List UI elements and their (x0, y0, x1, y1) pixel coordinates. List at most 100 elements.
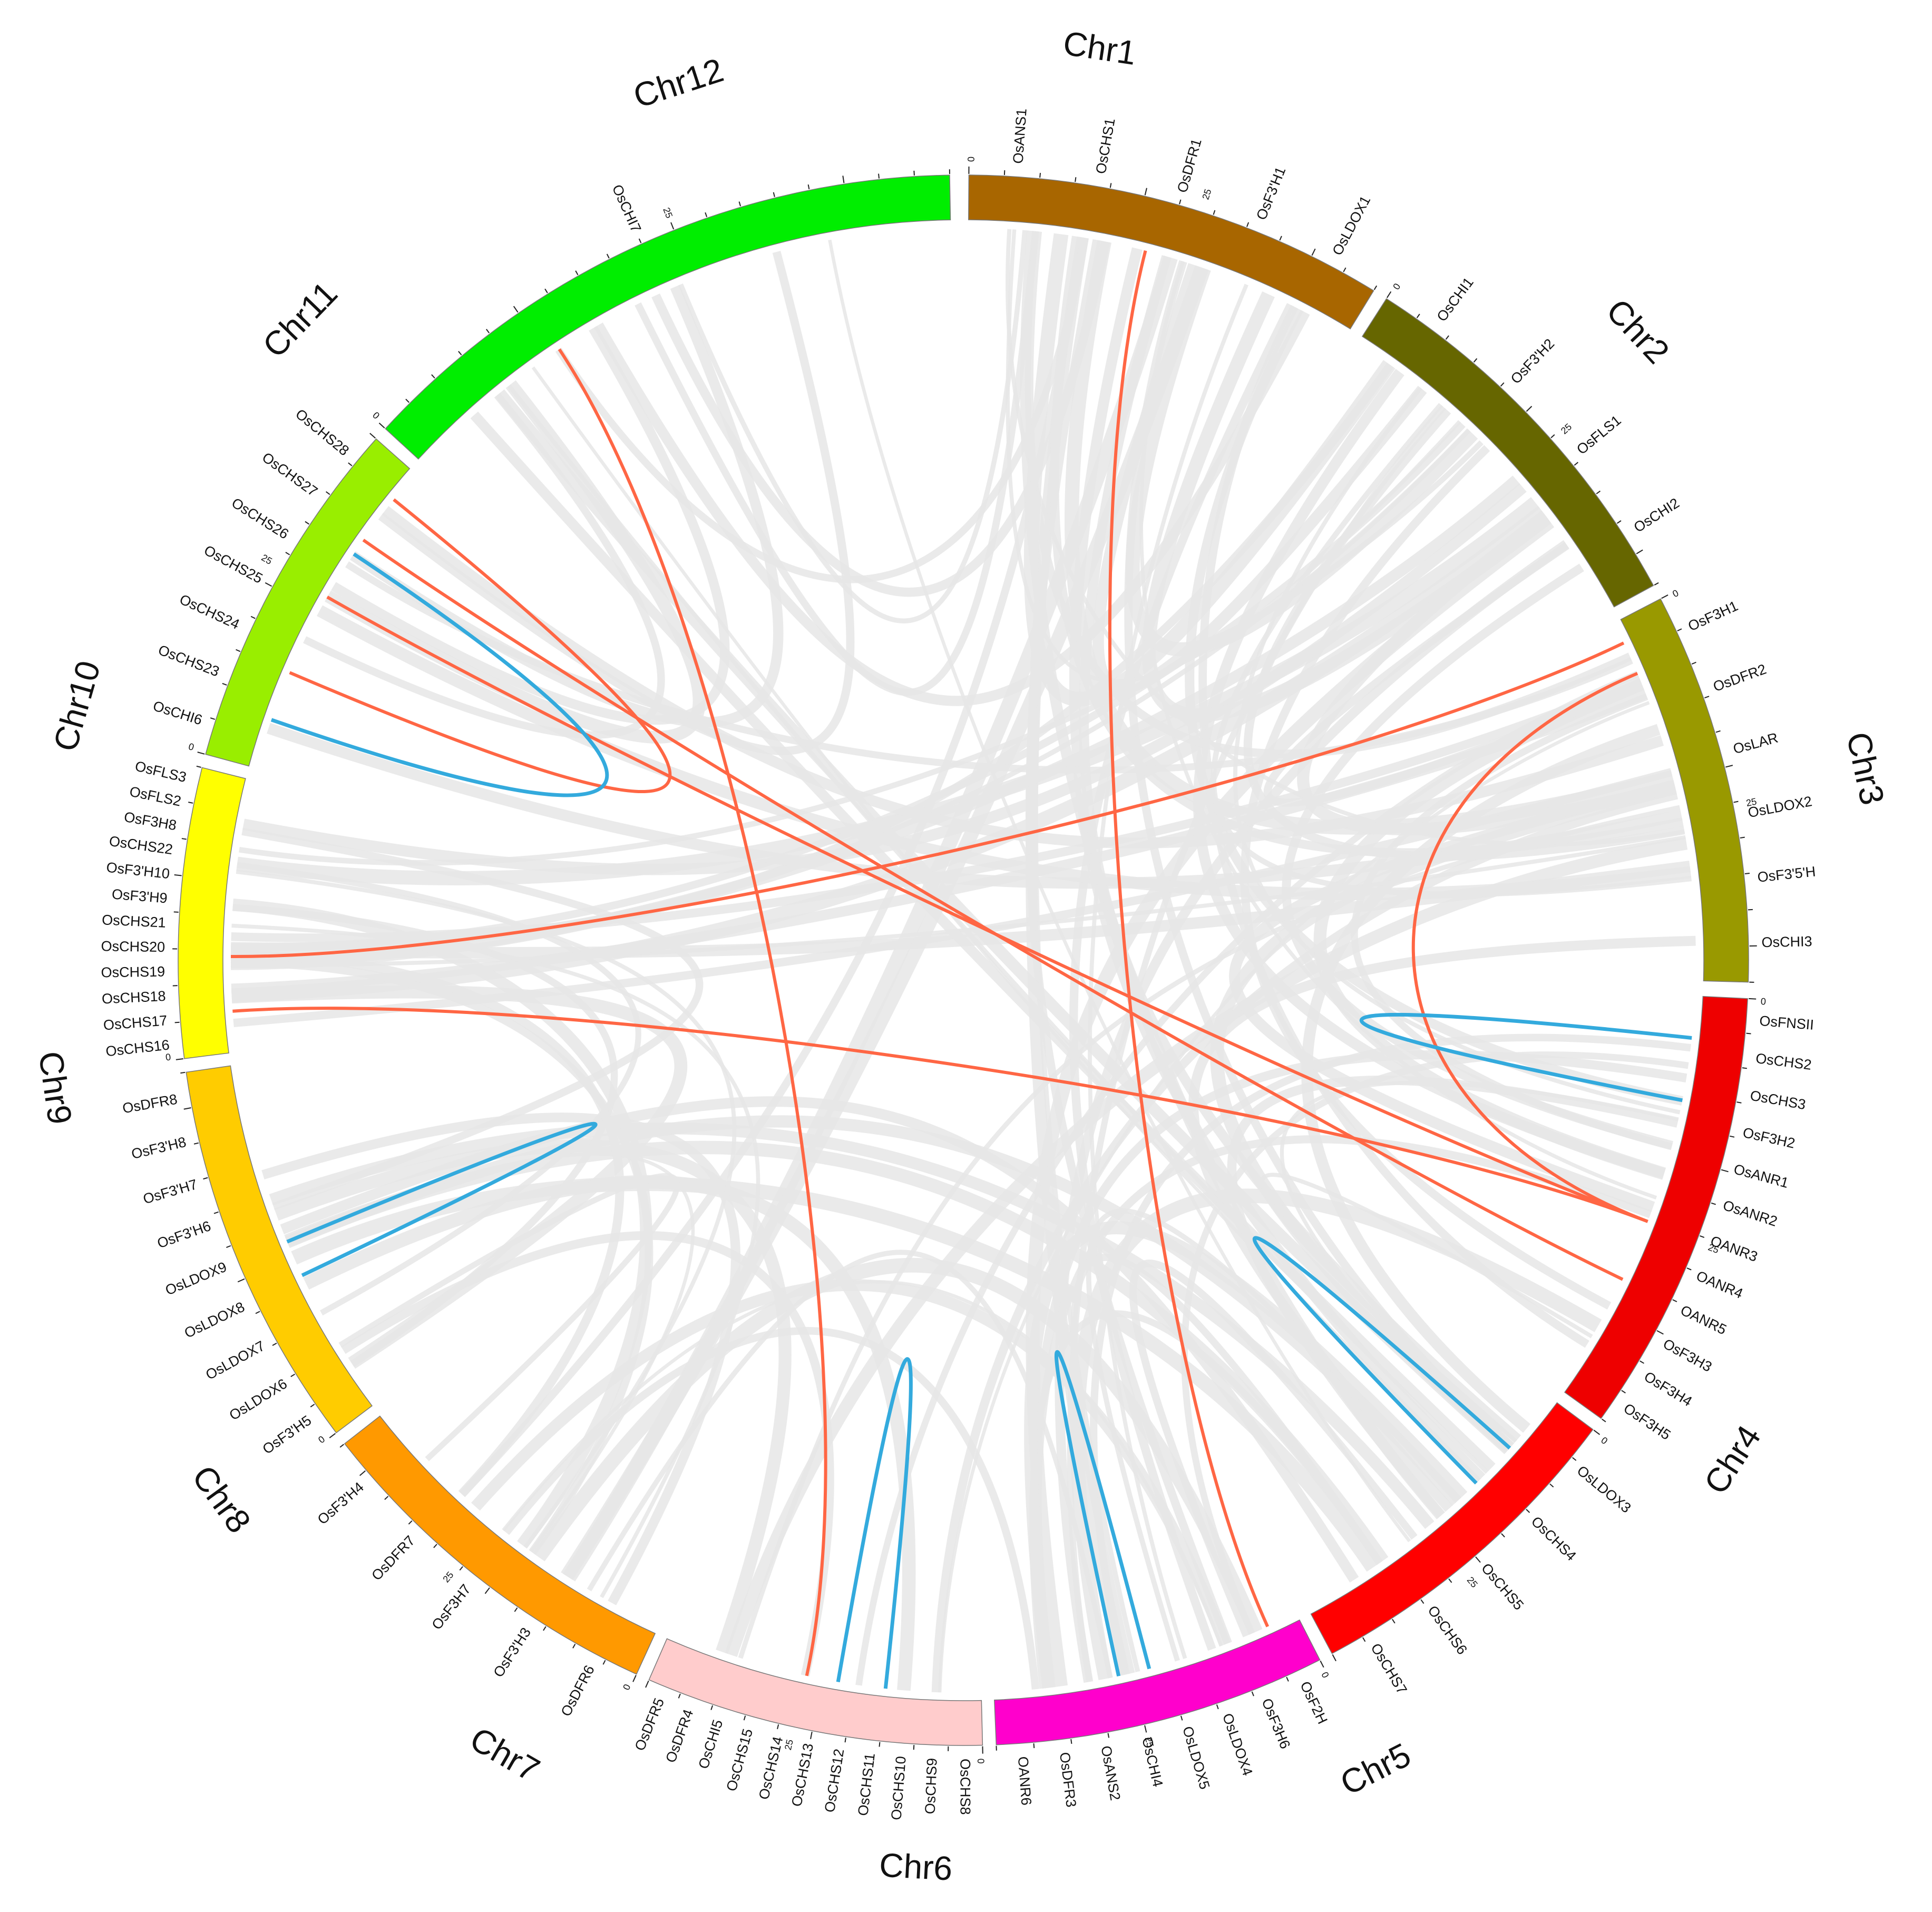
gene-label: OsF3'H7 (141, 1176, 199, 1207)
tick-mark (1251, 1691, 1254, 1696)
gene-label: OsLDOX4 (1219, 1711, 1256, 1778)
tick-mark (1373, 285, 1378, 290)
gene-label: OsF3'H3 (490, 1625, 534, 1680)
tick-mark (1640, 1360, 1644, 1364)
gene-label: OsF3'H9 (111, 886, 168, 906)
gene-label: OsFLS2 (128, 784, 182, 809)
tick-label: 0 (370, 410, 382, 421)
gene-label: OsDFR4 (662, 1708, 696, 1765)
synteny-link (1129, 1260, 1418, 1637)
tick-mark (310, 1403, 315, 1408)
tick-mark (272, 1342, 277, 1346)
tick-mark (459, 1566, 463, 1571)
synteny-link (237, 862, 641, 1316)
gene-label: OsCHS24 (177, 591, 242, 632)
tick-mark (743, 1715, 746, 1721)
chromosome-name-chr8: Chr8 (184, 1458, 258, 1540)
tick-mark (1216, 1704, 1219, 1710)
synteny-link (1301, 724, 1661, 1433)
synteny-link (241, 827, 704, 1211)
tandem-duplication-link (286, 1121, 598, 1277)
tick-mark (645, 1680, 649, 1688)
tick-mark (1109, 183, 1112, 188)
synteny-link (678, 230, 1028, 623)
tick-mark (773, 192, 775, 197)
tick-mark (738, 201, 741, 207)
gene-label: OsDFR8 (121, 1091, 179, 1117)
gene-label: OsCHS19 (101, 964, 165, 981)
tick-mark (807, 184, 810, 190)
tick-mark (183, 1107, 191, 1110)
synteny-link (1086, 1208, 1459, 1662)
tick-mark (210, 717, 216, 720)
tick-mark (1746, 1032, 1751, 1035)
gene-label: OsANS2 (1098, 1744, 1123, 1802)
gene-label: OsF3'H6 (155, 1218, 213, 1252)
tick-mark (285, 552, 290, 555)
tick-label: 25 (1745, 796, 1758, 808)
gene-label: OsCHS9 (922, 1758, 940, 1815)
tick-mark (1144, 188, 1147, 196)
tick-mark (1596, 490, 1601, 494)
tick-mark (1033, 1743, 1035, 1749)
tick-mark (222, 682, 227, 686)
synteny-link (261, 1113, 740, 1605)
tick-mark (810, 1731, 813, 1740)
gene-label: OsLDOX6 (227, 1376, 290, 1423)
synteny-link (507, 384, 1489, 1474)
chromosome-segment-chr10 (178, 767, 246, 1059)
gene-label: OANR5 (1678, 1302, 1729, 1338)
gene-label: OsLDOX7 (203, 1338, 267, 1383)
gene-label: OsCHS6 (1424, 1603, 1470, 1657)
tick-mark (1246, 222, 1250, 227)
gene-label: OsFNSII (1759, 1013, 1814, 1033)
tick-mark (1725, 765, 1733, 768)
segmental-duplication-link (1411, 672, 1648, 1223)
tick-mark (1740, 836, 1745, 838)
gene-label: OsF3H6 (1258, 1696, 1293, 1751)
gene-label: OsCHS8 (957, 1759, 973, 1815)
tick-mark (844, 1738, 846, 1743)
tick-mark (1686, 1267, 1692, 1271)
gene-label: OsCHS13 (788, 1742, 816, 1808)
gene-label: OANR3 (1709, 1233, 1760, 1265)
tick-mark (175, 1058, 183, 1060)
synteny-link (1141, 291, 1552, 723)
gene-label: OANR4 (1694, 1268, 1745, 1302)
tick-mark (1332, 1654, 1336, 1662)
tick-mark (203, 1177, 208, 1180)
tick-mark (1420, 1599, 1424, 1604)
tick-mark (1311, 248, 1316, 256)
tick-mark (378, 422, 385, 428)
gene-label: OsCHS22 (108, 833, 174, 857)
gene-label: OsCHI7 (609, 182, 645, 235)
tick-label: 0 (621, 1683, 632, 1692)
gene-label: OsF3H4 (1641, 1369, 1694, 1410)
tick-mark (1744, 873, 1750, 875)
tick-mark (543, 1626, 547, 1631)
tick-mark (1501, 1533, 1505, 1538)
chromosome-segment-chr5 (1310, 1402, 1594, 1654)
chromosome-segment-chr3 (1620, 598, 1749, 983)
tick-mark (514, 1607, 518, 1612)
tick-mark (1473, 358, 1478, 363)
gene-label: OsCHS7 (1368, 1641, 1410, 1697)
gene-label: OsCHS14 (756, 1735, 786, 1801)
tick-label: 25 (1559, 422, 1574, 436)
tick-mark (606, 253, 610, 259)
synteny-link (231, 923, 760, 1598)
tick-mark (1711, 1202, 1716, 1205)
tick-mark (1387, 291, 1392, 298)
tick-mark (359, 1470, 366, 1476)
chromosome-name-chr12: Chr12 (629, 51, 728, 115)
gene-label: OsCHS23 (156, 642, 221, 680)
synteny-link (459, 237, 1088, 1497)
tick-mark (305, 521, 309, 525)
gene-label: OsCHS11 (855, 1752, 878, 1817)
tick-label: 0 (1760, 996, 1766, 1007)
tandem-duplication-link (1359, 1012, 1692, 1103)
synteny-link (382, 506, 1664, 848)
gene-label: OsLDOX9 (163, 1259, 229, 1299)
gene-label: OsCHS10 (889, 1755, 909, 1820)
